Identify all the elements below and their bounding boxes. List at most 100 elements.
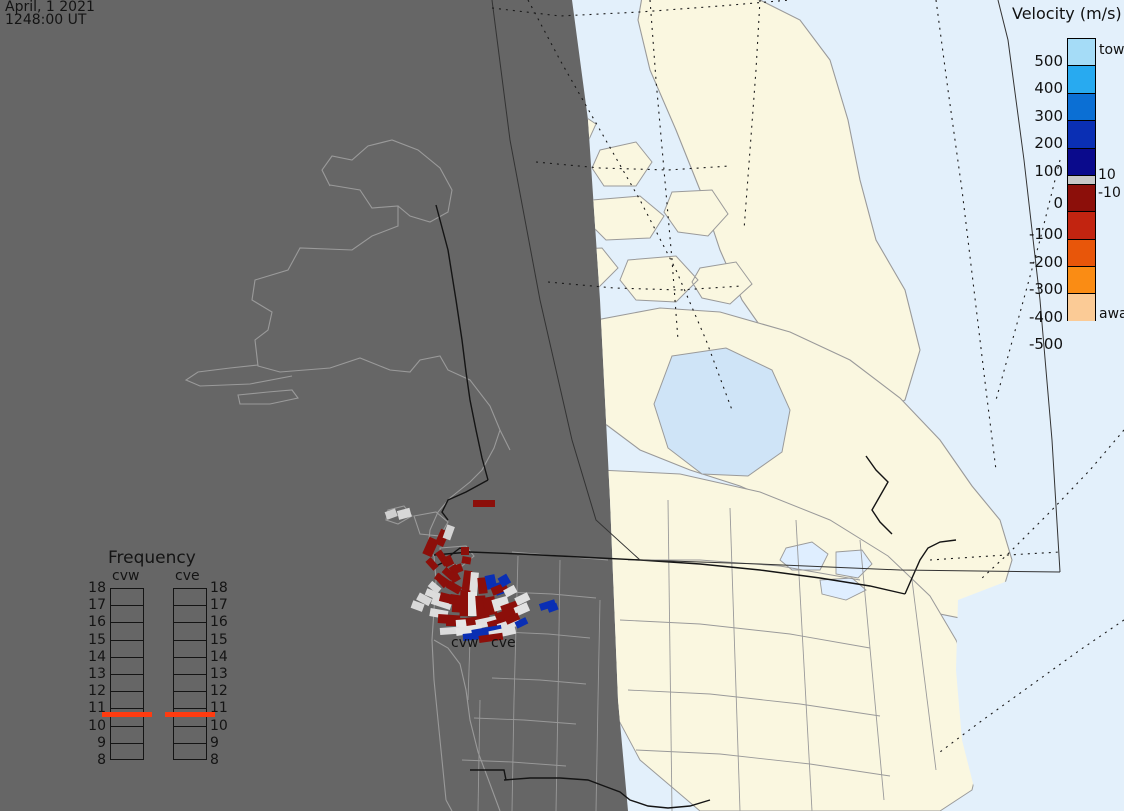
- great-lakes: [779, 541, 873, 601]
- velocity-colorbar-cell: [1067, 147, 1096, 176]
- radar-cell: [425, 557, 439, 571]
- frequency-tick-label: 9: [97, 734, 106, 751]
- velocity-tick-label: -400: [1028, 307, 1063, 326]
- toward-label: toward: [1099, 42, 1124, 58]
- frequency-tick-label: 13: [88, 666, 106, 682]
- frequency-tick-label: 14: [210, 648, 228, 665]
- frequency-bar-segment: [110, 622, 144, 640]
- frequency-bar-segment: [110, 588, 144, 606]
- frequency-bar-segment: [173, 639, 207, 657]
- geomagnetic-grid: [491, 0, 1124, 753]
- velocity-colorbar-cell: [1067, 65, 1096, 93]
- frequency-bar-segment: [173, 725, 207, 743]
- frequency-tick-label: 10: [88, 717, 106, 734]
- velocity-colorbar-cell: [1067, 175, 1096, 184]
- frequency-bar-cve: [173, 588, 207, 760]
- frequency-bar-segment: [110, 656, 144, 674]
- radar-cell: [546, 602, 559, 613]
- velocity-colorbar-cell: [1067, 38, 1096, 66]
- radar-cell: [473, 500, 495, 507]
- velocity-legend-title: Velocity (m/s): [1012, 4, 1122, 23]
- radar-cell: [461, 556, 472, 565]
- velocity-mid-low-label: -10: [1098, 185, 1121, 201]
- projection-outline: [491, 0, 1061, 573]
- frequency-legend-title: Frequency: [108, 548, 196, 568]
- frequency-bar-segment: [173, 691, 207, 709]
- frequency-bar-segment: [173, 656, 207, 674]
- frequency-tick-label: 9: [210, 734, 219, 751]
- away-label: away: [1099, 306, 1124, 322]
- frequency-tick-label: 8: [97, 752, 106, 768]
- hudson-bay: [653, 347, 791, 477]
- radar-cell: [384, 508, 398, 520]
- velocity-tick-label: -300: [1028, 280, 1063, 299]
- velocity-colorbar-cell: [1067, 265, 1096, 294]
- frequency-tick-label: 10: [210, 717, 228, 734]
- frequency-legend: Frequency cvw cve 18 17 16 15 14 13 12 11 10 9 8 1…: [88, 548, 250, 786]
- frequency-tick-label: 18: [88, 580, 106, 596]
- frequency-tick-label: 16: [88, 614, 106, 631]
- radar-cell: [461, 547, 469, 555]
- frequency-tick-label: 15: [210, 631, 228, 648]
- frequency-bar-segment: [110, 708, 144, 726]
- frequency-bar-segment: [110, 605, 144, 623]
- frequency-tick-label: 17: [210, 597, 228, 614]
- frequency-column-header-cve: cve: [175, 568, 200, 584]
- velocity-tick-label: 100: [1034, 161, 1063, 180]
- radar-cell: [468, 592, 477, 616]
- frequency-tick-label: 8: [210, 752, 219, 768]
- velocity-colorbar-cell: [1067, 92, 1096, 121]
- frequency-tick-label: 17: [88, 597, 106, 614]
- velocity-legend: Velocity (m/s) 500 400 300 200 100 0 -100 -200 -…: [1006, 4, 1124, 352]
- frequency-bar-segment: [173, 742, 207, 760]
- frequency-bar-segment: [173, 605, 207, 623]
- velocity-colorbar-cell: [1067, 120, 1096, 148]
- timestamp-block: April, 1 2021 1248:00 UT: [5, 0, 95, 28]
- frequency-bar-segment: [173, 588, 207, 606]
- velocity-colorbar: 500 400 300 200 100 0 -100 -200 -300 -400 -500: [1029, 38, 1096, 352]
- frequency-tick-label: 12: [88, 683, 106, 700]
- date-label: April, 1 2021: [5, 0, 95, 15]
- frequency-tick-label: 14: [88, 648, 106, 665]
- velocity-tick-label: 500: [1034, 52, 1063, 70]
- frequency-bar-segment: [110, 742, 144, 760]
- velocity-colorbar-cell: [1067, 183, 1096, 212]
- frequency-tick-label: 13: [210, 666, 228, 682]
- day-side-layer: [492, 0, 1124, 811]
- frequency-bar-segment: [173, 673, 207, 692]
- frequency-tick-label: 18: [210, 580, 228, 596]
- frequency-tick-label: 11: [88, 700, 106, 717]
- radar-cell: [442, 524, 455, 541]
- atlantic-ocean: [956, 580, 1100, 811]
- national-borders: [433, 204, 957, 809]
- frequency-tick-label: 15: [88, 631, 106, 648]
- frequency-bar-segment: [110, 639, 144, 657]
- velocity-tick-label: 0: [1053, 193, 1063, 212]
- frequency-bar-cvw: [110, 588, 144, 760]
- velocity-colorbar-cell: [1067, 293, 1096, 321]
- radar-cell: [396, 507, 412, 520]
- radar-cell: [451, 563, 464, 575]
- frequency-bar-segment: [110, 673, 144, 692]
- frequency-column-header-cvw: cvw: [112, 568, 140, 584]
- velocity-tick-label: -200: [1028, 252, 1063, 271]
- velocity-tick-label: -500: [1028, 335, 1063, 353]
- frequency-bar-segment: [110, 725, 144, 743]
- velocity-tick-label: 300: [1034, 106, 1063, 125]
- frequency-bar-segment: [173, 708, 207, 726]
- frequency-bar-segment: [110, 691, 144, 709]
- velocity-tick-label: -100: [1028, 225, 1063, 244]
- frequency-marker-cvw: [102, 711, 152, 717]
- velocity-mid-high-label: 10: [1098, 167, 1116, 183]
- time-label: 1248:00 UT: [5, 12, 87, 28]
- map-label-cve: cve: [491, 635, 516, 651]
- frequency-bar-segment: [173, 622, 207, 640]
- velocity-tick-label: 200: [1034, 134, 1063, 153]
- frequency-tick-label: 16: [210, 614, 228, 631]
- frequency-tick-label: 12: [210, 683, 228, 700]
- velocity-tick-label: 400: [1034, 79, 1063, 98]
- map-label-cvw: cvw: [451, 635, 479, 651]
